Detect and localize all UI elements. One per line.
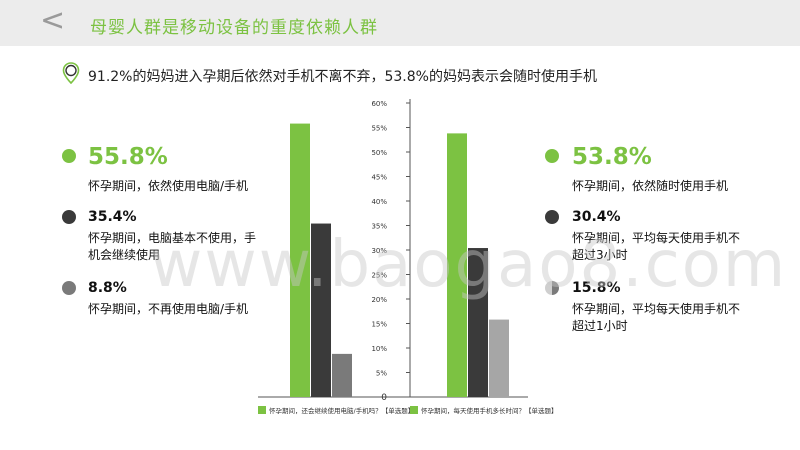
bar <box>447 133 467 397</box>
y-tick-label: 20% <box>371 296 387 304</box>
y-tick-label: 45% <box>371 174 387 182</box>
y-tick-label: 50% <box>371 149 387 157</box>
bar <box>332 353 352 397</box>
y-tick-label: 15% <box>371 321 387 329</box>
bar <box>290 123 310 397</box>
stat-description: 怀孕期间，平均每天使用手机不超过1小时 <box>572 302 741 333</box>
subtitle: 91.2%的妈妈进入孕期后依然对手机不离不弃，53.8%的妈妈表示会随时使用手机 <box>88 69 597 85</box>
y-tick-label: 25% <box>371 272 387 280</box>
gray-half-dot-icon <box>545 281 559 295</box>
legend-swatch <box>258 406 266 414</box>
y-tick-label: 30% <box>371 247 387 255</box>
header-bar: < 母婴人群是移动设备的重度依赖人群 <box>0 0 800 46</box>
legend-swatch <box>410 406 418 414</box>
stat-value: 8.8% <box>88 280 127 296</box>
legend-label: 怀孕期间，还会继续使用电脑/手机吗？【单选题】 <box>269 406 414 415</box>
bar <box>468 248 488 397</box>
stat-description: 怀孕期间，不再使用电脑/手机 <box>88 302 249 316</box>
stat-value: 15.8% <box>572 280 621 296</box>
y-tick-label: 55% <box>371 125 387 133</box>
y-tick-label: 35% <box>371 223 387 231</box>
stat-description: 怀孕期间，依然随时使用手机 <box>572 179 729 193</box>
map-pin-icon <box>62 62 80 84</box>
green-dot-icon <box>62 149 76 163</box>
y-tick-label: 5% <box>376 370 387 378</box>
dark-dot-icon <box>62 210 76 224</box>
chevron-left-icon[interactable]: < <box>40 3 66 38</box>
legend-label: 怀孕期间，每天使用手机多长时间？【单选题】 <box>421 406 558 415</box>
y-tick-label: 40% <box>371 198 387 206</box>
stat-description: 怀孕期间，电脑基本不使用，手机会继续使用 <box>88 231 257 262</box>
stat-value: 55.8% <box>88 144 168 170</box>
stat-description: 怀孕期间，平均每天使用手机不超过3小时 <box>572 231 741 262</box>
bar <box>311 223 331 397</box>
dark-dot-icon <box>545 210 559 224</box>
page-title: 母婴人群是移动设备的重度依赖人群 <box>90 18 378 38</box>
green-dot-icon <box>545 149 559 163</box>
y-tick-label: 60% <box>371 100 387 108</box>
stat-value: 30.4% <box>572 209 621 225</box>
stat-description: 怀孕期间，依然使用电脑/手机 <box>88 179 249 193</box>
bar <box>489 319 509 397</box>
y-tick-label: 0 <box>381 393 387 403</box>
y-tick-label: 10% <box>371 345 387 353</box>
stat-value: 35.4% <box>88 209 137 225</box>
stat-value: 53.8% <box>572 144 652 170</box>
gray-dot-icon <box>62 281 76 295</box>
